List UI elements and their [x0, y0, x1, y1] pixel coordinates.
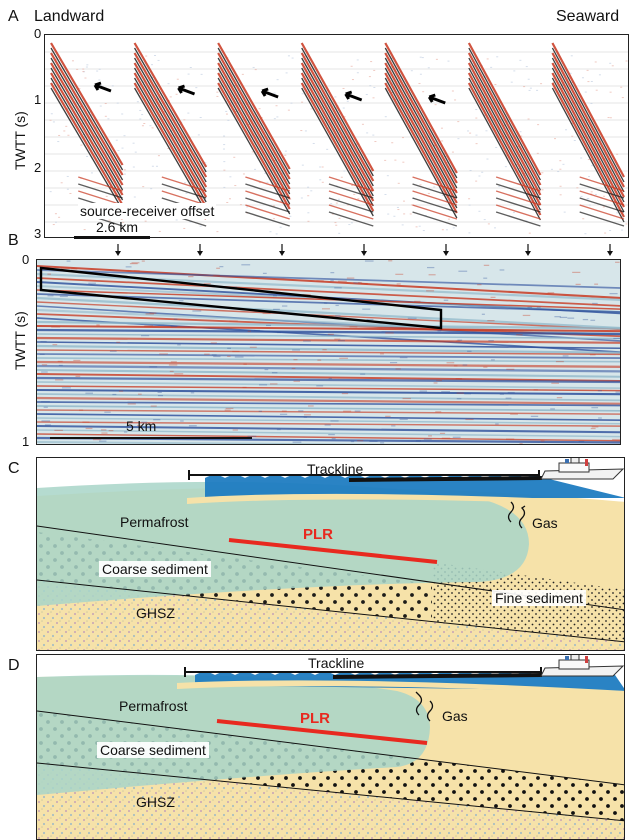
panel-b-tick-1: 1 [22, 434, 30, 449]
scenario-d-diagram [37, 655, 624, 839]
panel-b-letter: B [8, 232, 19, 249]
shot-gather-5 [384, 42, 460, 232]
vessel-icon [540, 655, 624, 677]
permafrost-label-d: Permafrost [119, 698, 188, 714]
gas-label-c: Gas [532, 515, 558, 531]
panel-b-scale-label: 5 km [126, 418, 157, 434]
panel-a-scale-bar [74, 236, 150, 239]
panel-a-tick-3: 3 [34, 226, 42, 241]
shot-gather-panel [44, 34, 629, 238]
panel-d-letter: D [8, 657, 20, 674]
plr-label-d: PLR [300, 710, 330, 727]
panel-a-scale-label: 2.6 km [96, 219, 139, 235]
panel-a-y-axis-label: TWTT (s) [12, 111, 28, 170]
shot-gather-6 [467, 42, 544, 234]
panel-b-tick-0: 0 [22, 252, 30, 267]
panel-a-tick-2: 2 [34, 160, 42, 175]
panel-a-tick-0: 0 [34, 26, 42, 41]
plr-label-c: PLR [303, 526, 333, 543]
plr-highlight-box [39, 266, 443, 330]
ghsz-label-c: GHSZ [136, 605, 175, 621]
panel-c-letter: C [8, 460, 20, 477]
streamer-cable [348, 476, 543, 482]
shot-gather-3 [216, 42, 294, 235]
panel-a-tick-1: 1 [34, 92, 42, 107]
gather-location-arrows [115, 244, 613, 256]
panel-a-letter: A [8, 8, 19, 25]
ghsz-label-d: GHSZ [136, 794, 175, 810]
shot-gather-4 [300, 42, 377, 234]
seaward-label: Seaward [556, 8, 620, 25]
seismic-section-panel [36, 259, 621, 445]
seismic-section-plot [37, 260, 620, 444]
shot-gather-2 [132, 42, 210, 232]
landward-label: Landward [34, 8, 105, 25]
trackline-label-c: Trackline [307, 461, 364, 477]
shot-gather-7 [550, 42, 628, 235]
panel-b-y-axis-label: TWTT (s) [12, 311, 28, 370]
offset-label: source-receiver offset [78, 203, 217, 219]
scenario-c-diagram [37, 458, 624, 650]
scenario-d-panel [36, 654, 625, 840]
panel-b-scale-bar [50, 437, 252, 439]
shot-gather-1 [49, 42, 126, 231]
fine-sediment-label-c: Fine sediment [492, 590, 586, 606]
shot-gathers-plot [45, 42, 628, 235]
coarse-sediment-label-d: Coarse sediment [97, 742, 209, 758]
vessel-icon [540, 458, 624, 480]
gas-label-d: Gas [442, 708, 468, 724]
trackline-label-d: Trackline [308, 655, 365, 671]
coarse-sediment-label-c: Coarse sediment [99, 561, 211, 577]
permafrost-label-c: Permafrost [120, 514, 189, 530]
scenario-c-panel [36, 457, 625, 651]
